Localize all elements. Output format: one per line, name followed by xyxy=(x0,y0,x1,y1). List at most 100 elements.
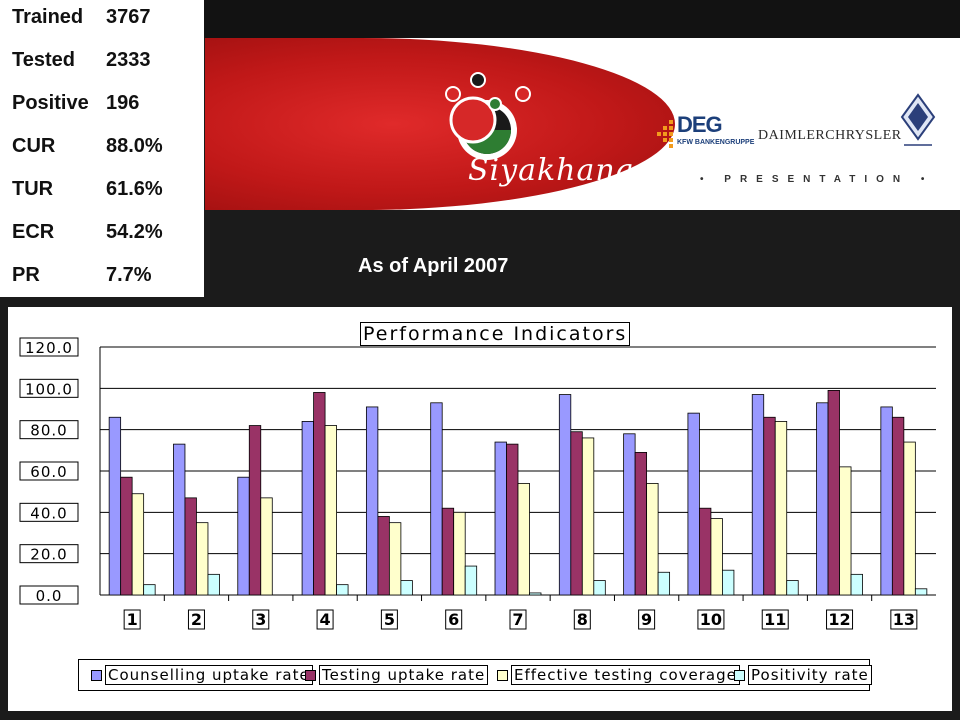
x-tick-label: 10 xyxy=(700,610,722,629)
bar xyxy=(108,416,122,596)
y-tick-label: 40.0 xyxy=(30,504,67,522)
bar xyxy=(816,402,829,596)
x-tick-box xyxy=(252,609,270,630)
y-tick-box xyxy=(19,420,79,440)
bar xyxy=(400,580,413,596)
stats-panel: Trained 3767 Tested 2333 Positive 196 CU… xyxy=(0,0,204,297)
y-tick-label: 60.0 xyxy=(30,463,67,481)
stat-value: 2333 xyxy=(106,49,151,71)
legend-swatch xyxy=(734,670,745,681)
stat-label: CUR xyxy=(12,135,56,157)
bar xyxy=(646,482,659,596)
bar xyxy=(722,569,735,596)
bar xyxy=(441,507,455,596)
y-tick-label: 120.0 xyxy=(25,339,73,357)
x-tick-box xyxy=(890,609,918,630)
x-tick-box xyxy=(380,609,398,630)
bar xyxy=(365,406,379,596)
y-tick-label: 80.0 xyxy=(30,422,67,440)
stat-label: Tested xyxy=(12,49,75,71)
legend-label: Effective testing coverage xyxy=(511,665,740,685)
x-tick-box xyxy=(445,609,463,630)
legend-label: Positivity rate xyxy=(748,665,872,685)
bar xyxy=(517,482,530,596)
x-tick-box xyxy=(761,609,789,630)
bar xyxy=(453,511,466,596)
x-tick-label: 3 xyxy=(255,610,266,629)
x-tick-label: 13 xyxy=(893,610,915,629)
x-tick-label: 9 xyxy=(641,610,652,629)
bar xyxy=(506,443,519,596)
bar xyxy=(827,390,840,596)
x-tick-label: 1 xyxy=(127,610,138,629)
bar xyxy=(558,394,572,596)
bar xyxy=(903,441,916,596)
bar xyxy=(839,466,852,596)
x-tick-box xyxy=(123,609,141,630)
bar xyxy=(377,516,390,596)
stat-label: TUR xyxy=(12,178,54,200)
x-tick-label: 4 xyxy=(320,610,331,629)
bar xyxy=(581,437,595,596)
bar xyxy=(207,573,220,596)
bar xyxy=(529,592,542,596)
deg-sublabel: KFW BANKENGRUPPE xyxy=(677,139,755,146)
bar xyxy=(786,580,799,596)
stat-value: 88.0% xyxy=(106,135,163,157)
bar xyxy=(687,412,700,596)
stat-label: ECR xyxy=(12,221,55,243)
bar xyxy=(196,522,209,596)
stat-value: 54.2% xyxy=(106,221,163,243)
bar xyxy=(313,392,326,596)
y-tick-box xyxy=(19,378,79,398)
bar xyxy=(710,518,723,596)
bar xyxy=(430,402,443,596)
legend-swatch xyxy=(305,670,316,681)
bar xyxy=(880,406,893,596)
bar xyxy=(388,522,402,596)
bar xyxy=(763,416,776,596)
bar xyxy=(914,588,928,596)
as-of-date: As of April 2007 xyxy=(358,255,509,277)
brand-name: Siyakhana xyxy=(468,153,635,188)
bar xyxy=(699,507,712,596)
bar xyxy=(850,573,863,596)
banner: Siyakhana DEG KFW BANKENGRUPPE DAIMLERCH… xyxy=(205,38,960,210)
siyakhana-logo-icon xyxy=(445,72,531,160)
presentation-label: • PRESENTATION • xyxy=(700,174,934,185)
bar xyxy=(120,476,133,596)
bar xyxy=(336,584,349,596)
stat-value: 3767 xyxy=(106,6,151,28)
bar xyxy=(623,433,636,596)
bar xyxy=(184,497,197,596)
bar xyxy=(891,416,905,596)
bar xyxy=(237,476,250,596)
stat-label: Trained xyxy=(12,6,84,28)
stat-value: 196 xyxy=(106,92,140,114)
deg-label: DEG xyxy=(677,112,723,137)
x-tick-box xyxy=(697,609,725,630)
y-tick-box xyxy=(19,544,79,564)
legend-label: Testing uptake rate xyxy=(319,665,489,685)
y-tick-box xyxy=(19,502,79,522)
chart-title: Performance Indicators xyxy=(360,322,631,346)
bar xyxy=(260,497,273,596)
stat-value: 61.6% xyxy=(106,178,163,200)
stat-label: PR xyxy=(12,264,40,286)
bar xyxy=(143,584,156,596)
y-tick-label: 20.0 xyxy=(30,546,67,564)
deg-logo-icon xyxy=(657,120,673,148)
x-tick-label: 5 xyxy=(384,610,395,629)
bar xyxy=(494,441,507,596)
chart-panel: 0.0 20.0 40.0 60.0 80.0 100.0 120.0 1 2 3 4 5 6 7 8 9 10… xyxy=(8,307,952,711)
y-tick-box xyxy=(19,585,79,605)
x-tick-label: 7 xyxy=(512,610,523,629)
y-tick-label: 100.0 xyxy=(25,380,73,398)
legend-swatch xyxy=(91,670,102,681)
bar xyxy=(301,421,314,596)
x-tick-box xyxy=(509,609,527,630)
diamond-crest-icon xyxy=(900,93,936,146)
legend-label: Counselling uptake rate xyxy=(105,665,313,685)
legend-swatch xyxy=(497,670,508,681)
